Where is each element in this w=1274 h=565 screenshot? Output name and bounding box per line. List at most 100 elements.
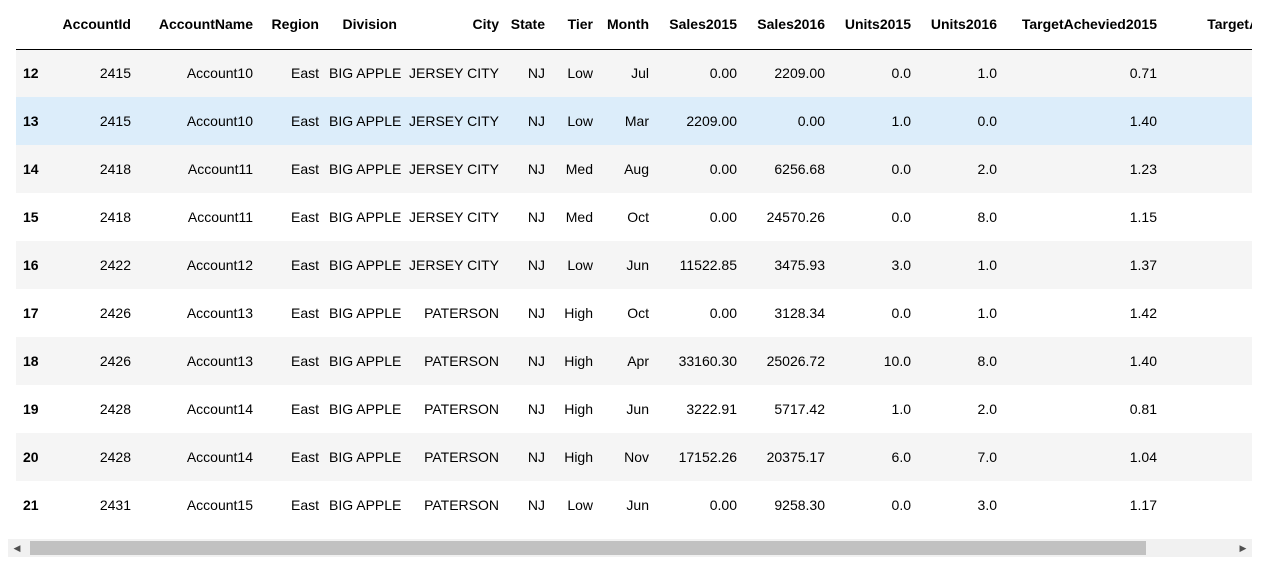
table-cell: 2426 bbox=[56, 337, 136, 385]
table-cell: NJ bbox=[504, 481, 550, 529]
table-cell bbox=[1162, 433, 1252, 481]
table-cell: Account14 bbox=[136, 433, 258, 481]
horizontal-scrollbar[interactable]: ◀ ▶ bbox=[8, 539, 1252, 557]
table-cell: NJ bbox=[504, 337, 550, 385]
table-cell bbox=[1162, 49, 1252, 97]
table-row[interactable]: 19 2428 Account14 East BIG APPLE PATERSON NJ Hi… bbox=[16, 385, 1252, 433]
table-cell: Apr bbox=[598, 337, 654, 385]
table-cell: 2418 bbox=[56, 193, 136, 241]
table-cell: 2422 bbox=[56, 241, 136, 289]
table-row[interactable]: 18 2426 Account13 East BIG APPLE PATERSON NJ Hi… bbox=[16, 337, 1252, 385]
table-cell: 1.0 bbox=[830, 97, 916, 145]
row-index: 20 bbox=[16, 433, 56, 481]
table-cell: JERSEY CITY bbox=[402, 241, 504, 289]
table-row[interactable]: 21 2431 Account15 East BIG APPLE PATERSON NJ Lo… bbox=[16, 481, 1252, 529]
table-cell: Oct bbox=[598, 289, 654, 337]
table-cell: NJ bbox=[504, 49, 550, 97]
scrollbar-thumb[interactable] bbox=[30, 541, 1146, 555]
table-row[interactable]: 15 2418 Account11 East BIG APPLE JERSEY CITY N… bbox=[16, 193, 1252, 241]
table-row[interactable]: 17 2426 Account13 East BIG APPLE PATERSON NJ Hi… bbox=[16, 289, 1252, 337]
table-cell: Jul bbox=[598, 49, 654, 97]
table-cell: NJ bbox=[504, 433, 550, 481]
table-cell: Account13 bbox=[136, 337, 258, 385]
table-body: 12 2415 Account10 East BIG APPLE JERSEY CITY N… bbox=[16, 49, 1252, 529]
table-cell: PATERSON bbox=[402, 433, 504, 481]
table-cell: Low bbox=[550, 49, 598, 97]
dataframe-table: AccountId AccountName Region Division City St… bbox=[16, 0, 1252, 529]
table-cell: 2415 bbox=[56, 97, 136, 145]
table-cell: 33160.30 bbox=[654, 337, 742, 385]
table-cell: NJ bbox=[504, 193, 550, 241]
column-header: Division bbox=[324, 0, 402, 50]
column-header: AccountId bbox=[56, 0, 136, 50]
table-cell: BIG APPLE bbox=[324, 49, 402, 97]
table-cell: Aug bbox=[598, 145, 654, 193]
table-cell: Account11 bbox=[136, 193, 258, 241]
row-index: 21 bbox=[16, 481, 56, 529]
table-cell: 24570.26 bbox=[742, 193, 830, 241]
table-cell: 0.0 bbox=[830, 193, 916, 241]
table-cell: Jun bbox=[598, 481, 654, 529]
column-header: TargetAchevied2015 bbox=[1002, 0, 1162, 50]
table-cell: 5717.42 bbox=[742, 385, 830, 433]
table-cell: 0.0 bbox=[830, 145, 916, 193]
table-cell: Account13 bbox=[136, 289, 258, 337]
row-index: 17 bbox=[16, 289, 56, 337]
table-cell: BIG APPLE bbox=[324, 433, 402, 481]
table-row[interactable]: 16 2422 Account12 East BIG APPLE JERSEY CITY N… bbox=[16, 241, 1252, 289]
table-cell: 1.15 bbox=[1002, 193, 1162, 241]
table-cell: 0.0 bbox=[830, 289, 916, 337]
table-cell bbox=[1162, 97, 1252, 145]
table-cell: East bbox=[258, 97, 324, 145]
scroll-left-arrow-icon[interactable]: ◀ bbox=[13, 542, 21, 553]
table-cell: BIG APPLE bbox=[324, 385, 402, 433]
table-cell: PATERSON bbox=[402, 337, 504, 385]
table-cell: NJ bbox=[504, 385, 550, 433]
table-cell bbox=[1162, 289, 1252, 337]
column-header: Sales2015 bbox=[654, 0, 742, 50]
table-cell: 9258.30 bbox=[742, 481, 830, 529]
table-cell: 3222.91 bbox=[654, 385, 742, 433]
table-cell: Med bbox=[550, 145, 598, 193]
table-cell: 2.0 bbox=[916, 385, 1002, 433]
table-cell: 2415 bbox=[56, 49, 136, 97]
table-cell: 3128.34 bbox=[742, 289, 830, 337]
table-cell: JERSEY CITY bbox=[402, 97, 504, 145]
table-cell: Jun bbox=[598, 385, 654, 433]
table-cell: 1.04 bbox=[1002, 433, 1162, 481]
table-cell: 2209.00 bbox=[742, 49, 830, 97]
table-cell: NJ bbox=[504, 289, 550, 337]
table-cell: East bbox=[258, 481, 324, 529]
column-header: Tier bbox=[550, 0, 598, 50]
header-row: AccountId AccountName Region Division City St… bbox=[16, 0, 1252, 50]
table-cell: Low bbox=[550, 481, 598, 529]
table-cell: BIG APPLE bbox=[324, 289, 402, 337]
table-cell: 11522.85 bbox=[654, 241, 742, 289]
row-index: 16 bbox=[16, 241, 56, 289]
table-cell: Account11 bbox=[136, 145, 258, 193]
table-cell: JERSEY CITY bbox=[402, 145, 504, 193]
table-cell: 0.00 bbox=[654, 481, 742, 529]
table-row[interactable]: 20 2428 Account14 East BIG APPLE PATERSON NJ Hi… bbox=[16, 433, 1252, 481]
table-row[interactable]: 14 2418 Account11 East BIG APPLE JERSEY CITY N… bbox=[16, 145, 1252, 193]
table-cell: 0.00 bbox=[654, 289, 742, 337]
table-cell: East bbox=[258, 193, 324, 241]
table-cell: 2426 bbox=[56, 289, 136, 337]
table-cell: Low bbox=[550, 97, 598, 145]
table-row[interactable]: 12 2415 Account10 East BIG APPLE JERSEY CITY N… bbox=[16, 49, 1252, 97]
table-cell: East bbox=[258, 385, 324, 433]
table-cell: JERSEY CITY bbox=[402, 193, 504, 241]
table-cell: Account15 bbox=[136, 481, 258, 529]
column-header: AccountName bbox=[136, 0, 258, 50]
table-cell: East bbox=[258, 433, 324, 481]
row-index: 13 bbox=[16, 97, 56, 145]
table-cell bbox=[1162, 193, 1252, 241]
scroll-right-arrow-icon[interactable]: ▶ bbox=[1239, 542, 1247, 553]
table-cell: 2428 bbox=[56, 433, 136, 481]
table-cell: 3475.93 bbox=[742, 241, 830, 289]
table-cell: 0.00 bbox=[654, 49, 742, 97]
table-row[interactable]: 13 2415 Account10 East BIG APPLE JERSEY CITY N… bbox=[16, 97, 1252, 145]
table-header: AccountId AccountName Region Division City St… bbox=[16, 0, 1252, 50]
row-index: 14 bbox=[16, 145, 56, 193]
table-cell: East bbox=[258, 337, 324, 385]
